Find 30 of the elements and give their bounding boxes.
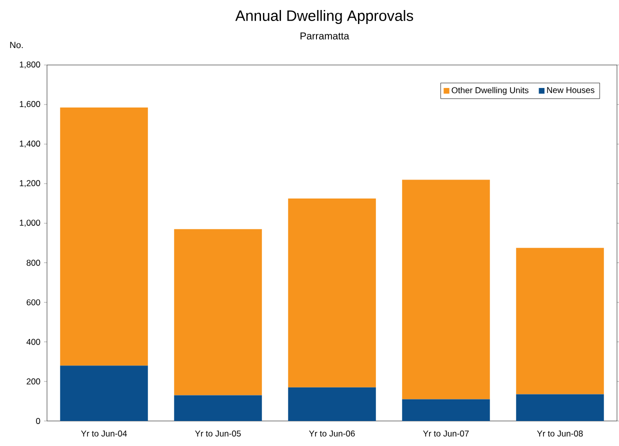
bar (402, 399, 490, 421)
bar (288, 387, 376, 421)
bar (288, 198, 376, 388)
x-tick-label: Yr to Jun-04 (81, 430, 127, 437)
bar (516, 394, 604, 421)
y-tick-label: 1,600 (20, 101, 40, 108)
y-tick-label: 400 (26, 338, 40, 345)
legend-label: New Houses (547, 87, 594, 94)
y-tick-label: 1,400 (20, 140, 40, 148)
y-tick-label: 800 (26, 260, 40, 266)
y-tick-label: 1,200 (20, 180, 40, 188)
bar (174, 229, 262, 396)
y-tick-label: 1,800 (20, 61, 40, 68)
x-tick-label: Yr to Jun-08 (537, 430, 583, 437)
y-tick-label: 1,000 (20, 220, 40, 227)
y-axis-title: No. (10, 42, 23, 48)
chart-subtitle: Parramatta (300, 32, 350, 40)
legend-label: Other Dwelling Units (452, 86, 528, 95)
bar (402, 180, 490, 400)
x-tick-label: Yr to Jun-06 (309, 430, 355, 437)
bar (60, 366, 148, 421)
bar (516, 248, 604, 394)
y-tick-label: 0 (36, 418, 40, 424)
bar (174, 395, 262, 421)
x-tick-label: Yr to Jun-05 (195, 430, 241, 437)
x-tick-label: Yr to Jun-07 (423, 430, 469, 437)
y-tick-label: 600 (26, 299, 40, 306)
chart-title: Annual Dwelling Approvals (235, 10, 414, 24)
bar (60, 108, 148, 366)
y-tick-label: 200 (26, 378, 40, 384)
